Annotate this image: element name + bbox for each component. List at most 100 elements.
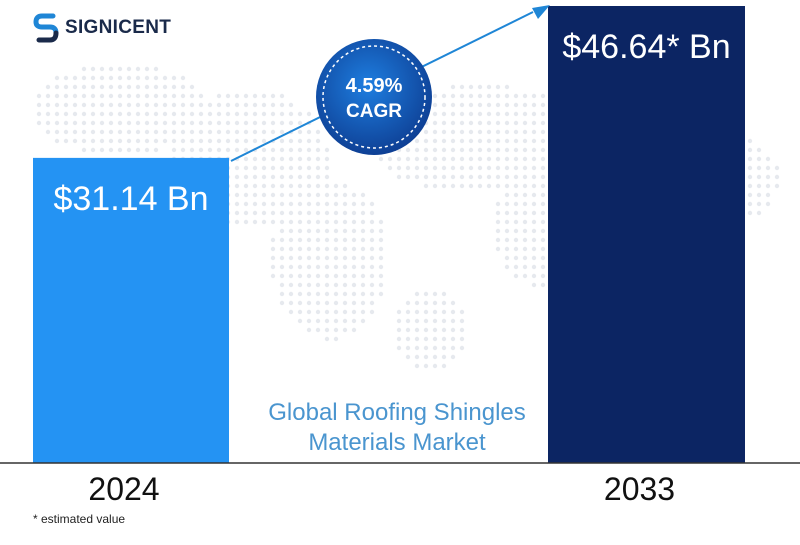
map-dot xyxy=(315,192,321,198)
map-dot xyxy=(126,84,132,90)
market-title-line-1: Global Roofing Shingles xyxy=(268,399,526,426)
map-dot xyxy=(432,102,438,108)
map-dot xyxy=(360,282,366,288)
map-dot xyxy=(468,138,474,144)
map-dot xyxy=(90,120,96,126)
map-dot xyxy=(495,210,501,216)
map-dot xyxy=(126,111,132,117)
map-dot xyxy=(108,93,114,99)
map-dot xyxy=(72,120,78,126)
map-dot xyxy=(261,129,267,135)
map-dot xyxy=(495,138,501,144)
map-dot xyxy=(261,201,267,207)
map-dot xyxy=(405,147,411,153)
map-dot xyxy=(108,129,114,135)
map-dot xyxy=(297,273,303,279)
map-dot xyxy=(513,201,519,207)
map-dot xyxy=(153,93,159,99)
map-dot xyxy=(387,156,393,162)
map-dot xyxy=(54,75,60,81)
map-dot xyxy=(36,111,42,117)
map-dot xyxy=(342,327,348,333)
map-dot xyxy=(342,237,348,243)
map-dot xyxy=(504,264,510,270)
map-dot xyxy=(81,84,87,90)
map-dot xyxy=(405,165,411,171)
map-dot xyxy=(117,66,123,72)
map-dot xyxy=(477,138,483,144)
map-dot xyxy=(405,336,411,342)
map-dot xyxy=(45,120,51,126)
map-dot xyxy=(315,201,321,207)
map-dot xyxy=(333,219,339,225)
map-dot xyxy=(126,66,132,72)
map-dot xyxy=(297,237,303,243)
map-dot xyxy=(252,165,258,171)
map-dot xyxy=(459,138,465,144)
map-dot xyxy=(531,102,537,108)
map-dot xyxy=(306,282,312,288)
map-dot xyxy=(522,201,528,207)
map-dot xyxy=(81,138,87,144)
map-dot xyxy=(153,66,159,72)
map-dot xyxy=(180,129,186,135)
map-dot xyxy=(189,129,195,135)
map-dot xyxy=(297,255,303,261)
map-dot xyxy=(369,210,375,216)
map-dot xyxy=(513,246,519,252)
map-dot xyxy=(477,120,483,126)
map-dot xyxy=(126,102,132,108)
map-dot xyxy=(315,300,321,306)
map-dot xyxy=(153,102,159,108)
map-dot xyxy=(522,102,528,108)
map-dot xyxy=(153,84,159,90)
map-dot xyxy=(342,264,348,270)
map-dot xyxy=(432,345,438,351)
map-dot xyxy=(189,93,195,99)
map-dot xyxy=(531,246,537,252)
map-dot xyxy=(477,183,483,189)
map-dot xyxy=(126,147,132,153)
map-dot xyxy=(54,84,60,90)
map-dot xyxy=(441,336,447,342)
map-dot xyxy=(81,111,87,117)
map-dot xyxy=(135,75,141,81)
map-dot xyxy=(342,255,348,261)
map-dot xyxy=(504,219,510,225)
map-dot xyxy=(351,246,357,252)
map-dot xyxy=(468,93,474,99)
map-dot xyxy=(477,102,483,108)
map-dot xyxy=(441,138,447,144)
map-dot xyxy=(90,147,96,153)
map-dot xyxy=(162,138,168,144)
map-dot xyxy=(495,174,501,180)
map-dot xyxy=(54,93,60,99)
map-dot xyxy=(72,93,78,99)
map-dot xyxy=(279,120,285,126)
map-dot xyxy=(396,174,402,180)
map-dot xyxy=(432,291,438,297)
map-dot xyxy=(495,219,501,225)
map-dot xyxy=(423,318,429,324)
map-dot xyxy=(297,201,303,207)
map-dot xyxy=(315,291,321,297)
map-dot xyxy=(414,345,420,351)
map-dot xyxy=(144,102,150,108)
map-dot xyxy=(522,255,528,261)
map-dot xyxy=(360,228,366,234)
map-dot xyxy=(531,120,537,126)
map-dot xyxy=(261,192,267,198)
map-dot xyxy=(513,102,519,108)
map-dot xyxy=(261,174,267,180)
map-dot xyxy=(252,174,258,180)
map-dot xyxy=(405,309,411,315)
map-dot xyxy=(207,111,213,117)
map-dot xyxy=(171,147,177,153)
category-label-2024: 2024 xyxy=(88,471,159,507)
map-dot xyxy=(81,102,87,108)
map-dot xyxy=(351,309,357,315)
map-dot xyxy=(279,156,285,162)
map-dot xyxy=(441,309,447,315)
map-dot xyxy=(234,183,240,189)
map-dot xyxy=(531,192,537,198)
